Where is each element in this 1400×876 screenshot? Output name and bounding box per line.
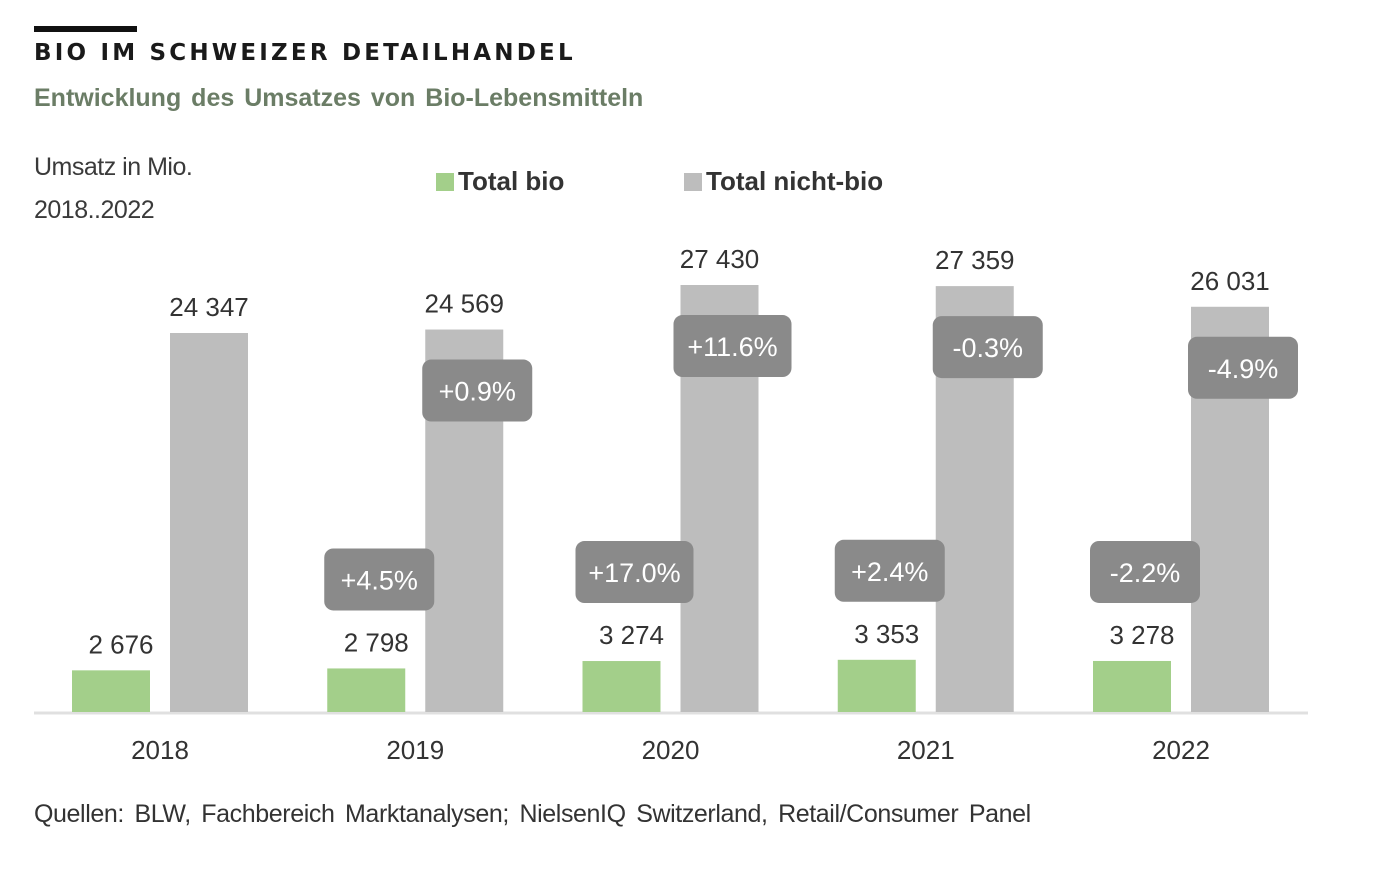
source-note: Quellen: BLW, Fachbereich Marktanalysen;… <box>34 800 1031 828</box>
data-label-nicht-bio: 24 569 <box>424 289 504 319</box>
change-badge-nicht-bio-2021 <box>932 316 1043 379</box>
legend-swatch-bio <box>436 172 454 191</box>
data-label-bio: 3 274 <box>599 620 664 650</box>
legend-item-nicht-bio: Total nicht-bio <box>684 166 883 197</box>
change-label-nicht-bio: -4.9% <box>1208 354 1279 384</box>
data-label-nicht-bio: 24 347 <box>169 292 249 322</box>
change-badge-bio-2022 <box>1090 540 1200 603</box>
data-label-bio: 3 353 <box>854 619 919 649</box>
title-accent-bar <box>34 26 137 32</box>
data-label-nicht-bio: 27 430 <box>680 244 760 274</box>
legend-label-bio: Total bio <box>458 166 565 196</box>
x-tick-label: 2019 <box>386 735 444 765</box>
unit-label: Umsatz in Mio. 2018..2022 <box>34 146 193 232</box>
bar-bio-2018 <box>72 670 150 712</box>
x-tick-label: 2020 <box>642 735 700 765</box>
legend-swatch-nicht-bio <box>684 172 702 191</box>
data-label-bio: 3 278 <box>1109 620 1174 650</box>
unit-label-period: 2018..2022 <box>34 196 155 224</box>
chart-subtitle: Entwicklung des Umsatzes von Bio-Lebensm… <box>34 84 644 112</box>
data-label-nicht-bio: 27 359 <box>935 245 1015 275</box>
change-badge-bio-2020 <box>575 541 694 604</box>
data-label-bio: 2 676 <box>88 629 153 659</box>
x-tick-label: 2022 <box>1152 735 1210 765</box>
legend-label-nicht-bio: Total nicht-bio <box>706 166 884 196</box>
change-label-bio: +2.4% <box>851 557 928 587</box>
chart-title: BIO IM SCHWEIZER DETAILHANDEL <box>34 40 576 66</box>
data-label-nicht-bio: 26 031 <box>1190 266 1270 296</box>
bar-bio-2022 <box>1093 660 1171 712</box>
change-label-nicht-bio: -0.3% <box>952 333 1023 363</box>
bar-bio-2021 <box>837 659 916 712</box>
x-tick-label: 2021 <box>897 735 955 765</box>
change-badge-nicht-bio-2019 <box>422 359 533 422</box>
change-label-bio: +17.0% <box>588 558 680 588</box>
data-label-bio: 2 798 <box>344 627 409 657</box>
x-tick-label: 2018 <box>131 735 189 765</box>
change-label-bio: +4.5% <box>341 565 418 595</box>
change-badge-bio-2019 <box>324 548 435 611</box>
change-label-nicht-bio: +0.9% <box>439 377 516 407</box>
change-badge-bio-2021 <box>834 539 945 602</box>
unit-label-line1: Umsatz in Mio. <box>34 153 193 181</box>
bar-nicht-bio-2018 <box>170 333 248 712</box>
change-badge-nicht-bio-2020 <box>673 315 792 378</box>
bar-bio-2019 <box>327 668 406 712</box>
legend-item-bio: Total bio <box>436 166 564 197</box>
change-badge-nicht-bio-2022 <box>1188 336 1298 399</box>
change-label-bio: -2.2% <box>1110 558 1181 588</box>
change-label-nicht-bio: +11.6% <box>687 332 777 362</box>
bar-bio-2020 <box>582 661 661 712</box>
